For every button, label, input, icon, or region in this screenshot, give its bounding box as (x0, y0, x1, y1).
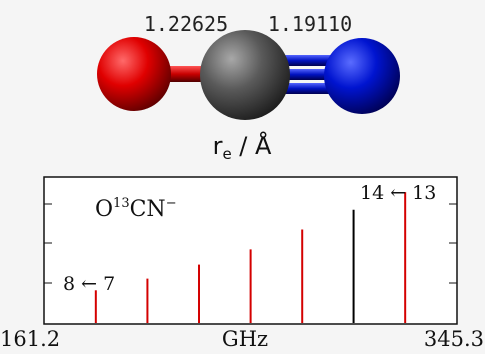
annotation-left: 8 ← 7 (63, 273, 115, 295)
x-unit-label: GHz (222, 327, 268, 351)
bond-length-cn: 1.19110 (268, 12, 352, 36)
x-max-label: 345.3 (424, 327, 484, 351)
y-ticks (44, 203, 457, 284)
spectral-lines (94, 192, 407, 323)
bond-length-oc: 1.22625 (144, 12, 228, 36)
atom-carbon (200, 30, 290, 120)
atom-oxygen (97, 37, 171, 111)
atom-nitrogen (324, 38, 400, 114)
bond-axis-label: re / Å (213, 131, 272, 163)
bond-cn-triple (270, 55, 340, 94)
annotation-right: 14 ← 13 (360, 182, 436, 204)
x-min-label: 161.2 (0, 327, 60, 351)
species-label: O13CN− (95, 196, 177, 222)
